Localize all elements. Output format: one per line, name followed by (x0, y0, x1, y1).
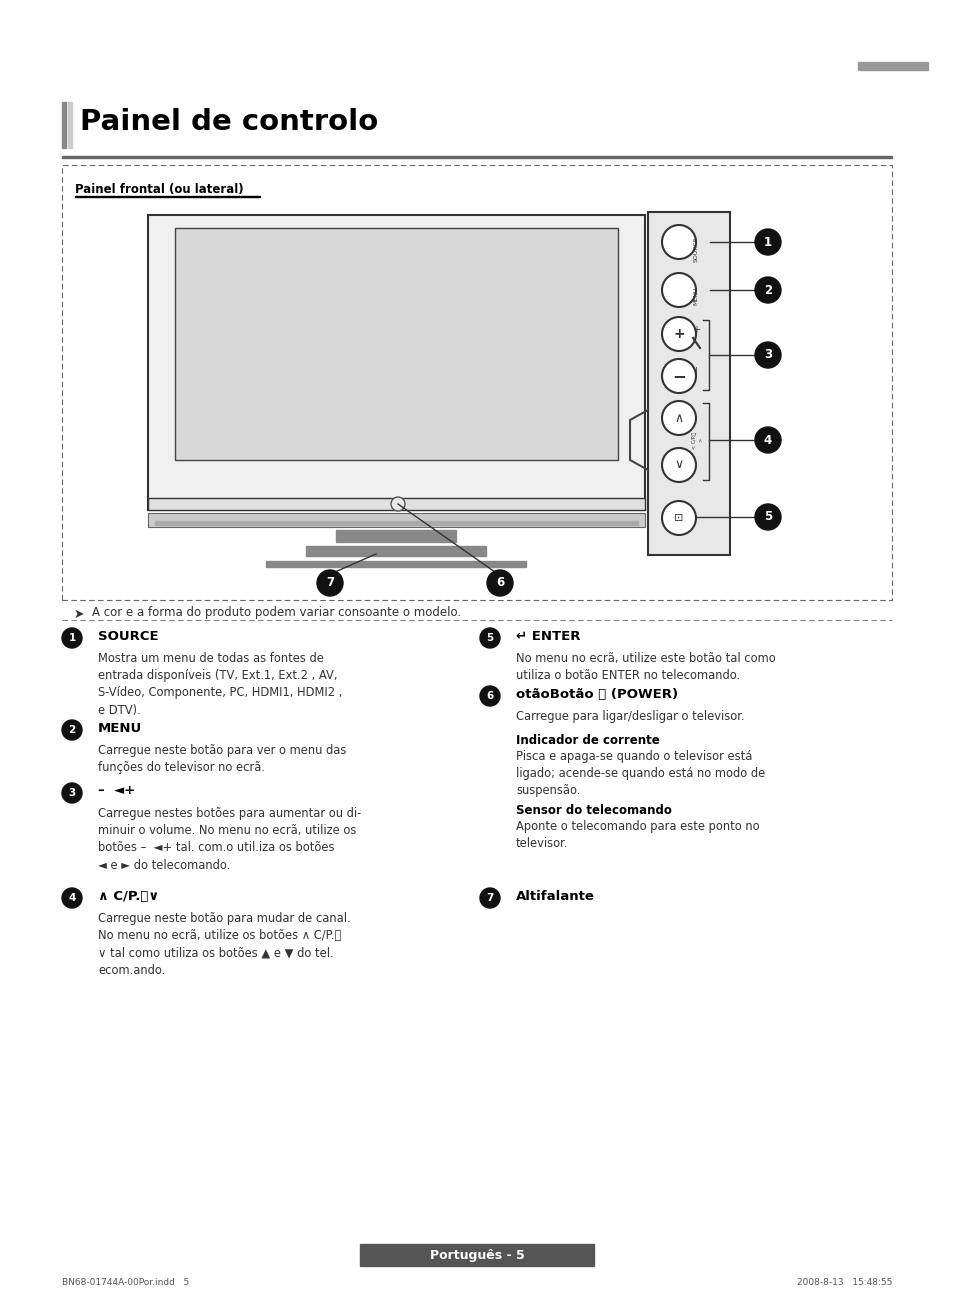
Circle shape (754, 503, 781, 531)
Circle shape (391, 497, 405, 511)
Text: 2: 2 (69, 725, 75, 735)
Bar (148, 512, 644, 527)
Text: Carregue neste botão para ver o menu das
funções do televisor no ecrã.: Carregue neste botão para ver o menu das… (98, 744, 346, 774)
Text: +: + (673, 327, 684, 342)
Bar (68, 102, 71, 148)
Text: +: + (691, 325, 700, 335)
Text: 6: 6 (496, 577, 503, 590)
Circle shape (479, 628, 499, 648)
Text: Mostra um menu de todas as fontes de
entrada disponíveis (TV, Ext.1, Ext.2 , AV,: Mostra um menu de todas as fontes de ent… (98, 652, 342, 717)
Text: SOURCE: SOURCE (98, 629, 158, 643)
Text: Altifalante: Altifalante (516, 889, 595, 902)
Text: 7: 7 (486, 893, 493, 903)
Text: 4: 4 (69, 893, 75, 903)
Circle shape (661, 317, 696, 351)
Text: ⊡: ⊡ (674, 512, 683, 523)
Text: Carregue para ligar/desligar o televisor.: Carregue para ligar/desligar o televisor… (516, 710, 744, 723)
Text: MENU: MENU (98, 722, 142, 735)
Bar (148, 498, 644, 510)
Bar (266, 562, 525, 567)
Bar (62, 166, 891, 600)
Text: ∨: ∨ (674, 458, 683, 471)
Text: Carregue neste botão para mudar de canal.
No menu no ecrã, utilize os botões ∧ C: Carregue neste botão para mudar de canal… (98, 912, 351, 977)
Circle shape (661, 358, 696, 393)
Text: A cor e a forma do produto podem variar consoante o modelo.: A cor e a forma do produto podem variar … (91, 606, 460, 619)
Text: |: | (694, 367, 697, 377)
Circle shape (661, 273, 696, 307)
Text: Pisca e apaga-se quando o televisor está
ligado; acende-se quando está no modo d: Pisca e apaga-se quando o televisor está… (516, 751, 764, 797)
Bar (148, 215, 644, 510)
Text: 3: 3 (69, 788, 75, 798)
Bar (62, 102, 66, 148)
Circle shape (62, 719, 82, 740)
Text: 3: 3 (763, 348, 771, 361)
Text: 2008-8-13   15:48:55: 2008-8-13 15:48:55 (796, 1278, 891, 1288)
Circle shape (62, 628, 82, 648)
Circle shape (316, 569, 343, 597)
Circle shape (661, 501, 696, 534)
Bar (174, 228, 618, 459)
Circle shape (62, 888, 82, 908)
Text: otãoBotão ⏻ (POWER): otãoBotão ⏻ (POWER) (516, 687, 678, 700)
Text: 1: 1 (69, 633, 75, 643)
Text: 1: 1 (763, 236, 771, 248)
Text: 7: 7 (326, 577, 334, 590)
Bar (154, 521, 638, 525)
Text: ∧: ∧ (674, 411, 683, 424)
Text: Painel de controlo: Painel de controlo (80, 107, 377, 136)
Text: −: − (671, 367, 685, 386)
Circle shape (661, 448, 696, 481)
Circle shape (661, 401, 696, 435)
Text: 5: 5 (486, 633, 493, 643)
Text: < C/P.⏻
>: < C/P.⏻ > (691, 431, 701, 449)
Circle shape (661, 225, 696, 259)
Text: No menu no ecrã, utilize este botão tal como
utiliza o botão ENTER no telecomand: No menu no ecrã, utilize este botão tal … (516, 652, 775, 682)
Text: 4: 4 (763, 433, 771, 446)
Text: Carregue nestes botões para aumentar ou di-
minuir o volume. No menu no ecrã, ut: Carregue nestes botões para aumentar ou … (98, 807, 361, 872)
Bar (359, 1244, 594, 1266)
Circle shape (479, 888, 499, 908)
Text: 2: 2 (763, 283, 771, 296)
Circle shape (754, 229, 781, 255)
Circle shape (754, 277, 781, 303)
Text: BN68-01744A-00Por.indd   5: BN68-01744A-00Por.indd 5 (62, 1278, 189, 1288)
Text: ➤: ➤ (74, 608, 85, 621)
Text: –  ◄+: – ◄+ (98, 784, 135, 797)
Text: Aponte o telecomando para este ponto no
televisor.: Aponte o telecomando para este ponto no … (516, 820, 759, 850)
Bar (857, 62, 927, 70)
Text: Sensor do telecomando: Sensor do telecomando (516, 804, 671, 817)
Circle shape (754, 427, 781, 453)
Text: Português - 5: Português - 5 (429, 1249, 524, 1262)
Text: 5: 5 (763, 511, 771, 524)
Bar (62, 155, 891, 158)
Text: ∧ C/P.⏻∨: ∧ C/P.⏻∨ (98, 889, 159, 902)
Circle shape (62, 783, 82, 804)
Bar (647, 212, 729, 555)
Bar (306, 546, 485, 556)
Circle shape (486, 569, 513, 597)
Text: ↵ ENTER: ↵ ENTER (516, 629, 579, 643)
Text: MENU: MENU (693, 287, 698, 305)
Text: Indicador de corrente: Indicador de corrente (516, 734, 659, 747)
Circle shape (479, 686, 499, 707)
Text: SOURCE: SOURCE (693, 237, 698, 261)
Text: Painel frontal (ou lateral): Painel frontal (ou lateral) (75, 182, 243, 195)
Circle shape (754, 342, 781, 367)
Text: 6: 6 (486, 691, 493, 701)
Bar (335, 531, 456, 542)
